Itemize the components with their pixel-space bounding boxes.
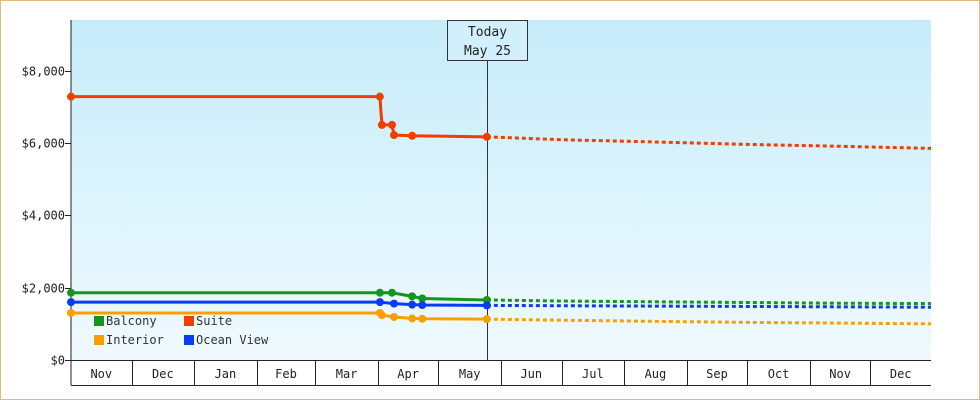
- data-point-interior[interactable]: [377, 311, 386, 320]
- x-tick-label: Dec: [152, 367, 174, 381]
- x-tick-label: Feb: [275, 367, 297, 381]
- data-point-suite[interactable]: [375, 92, 384, 101]
- plot-background: [71, 20, 931, 360]
- y-tick-label: $2,000: [22, 282, 65, 296]
- data-point-ocean-view[interactable]: [482, 301, 491, 310]
- data-point-balcony[interactable]: [418, 294, 427, 303]
- data-point-balcony[interactable]: [375, 288, 384, 297]
- legend-swatch-interior: [94, 335, 104, 345]
- series-forecast-interior: [486, 317, 932, 326]
- legend-label-interior: Interior: [106, 333, 164, 347]
- data-point-interior[interactable]: [482, 315, 491, 324]
- data-point-suite[interactable]: [408, 131, 417, 140]
- data-point-interior[interactable]: [408, 314, 417, 323]
- series-forecast-ocean-view: [486, 303, 932, 309]
- data-point-ocean-view[interactable]: [390, 299, 399, 308]
- data-point-balcony[interactable]: [387, 288, 396, 297]
- data-point-balcony[interactable]: [408, 292, 417, 301]
- x-tick-label: Mar: [336, 367, 358, 381]
- data-point-ocean-view[interactable]: [408, 300, 417, 309]
- legend-label-balcony: Balcony: [106, 314, 157, 328]
- legend-label-ocean-view: Ocean View: [196, 333, 269, 347]
- today-box: [447, 20, 528, 61]
- x-tick-label: Nov: [90, 367, 112, 381]
- data-point-suite[interactable]: [387, 120, 396, 129]
- data-point-balcony[interactable]: [67, 288, 75, 297]
- x-tick-label: Apr: [397, 367, 419, 381]
- legend-swatch-balcony: [94, 316, 104, 326]
- y-tick-label: $0: [51, 354, 65, 368]
- series-forecast-balcony: [486, 298, 932, 306]
- data-point-interior[interactable]: [418, 314, 427, 323]
- series-line-balcony: [71, 291, 487, 302]
- data-point-suite[interactable]: [67, 92, 75, 101]
- data-point-suite[interactable]: [390, 131, 399, 140]
- y-tick-label: $6,000: [22, 137, 65, 151]
- x-tick-label: Jul: [582, 367, 604, 381]
- series-forecast-suite: [486, 135, 932, 150]
- x-tick-label: Jun: [520, 367, 542, 381]
- legend-swatch-ocean-view: [184, 335, 194, 345]
- data-point-ocean-view[interactable]: [375, 298, 384, 307]
- data-point-suite[interactable]: [377, 120, 386, 129]
- today-date: May 25: [464, 44, 511, 59]
- x-tick-label: Aug: [645, 367, 667, 381]
- y-tick-label: $4,000: [22, 209, 65, 223]
- x-tick-label: May: [459, 367, 481, 381]
- legend-label-suite: Suite: [196, 314, 232, 328]
- x-tick-label: Oct: [768, 367, 790, 381]
- x-tick-label: Dec: [890, 367, 912, 381]
- data-point-ocean-view[interactable]: [67, 298, 75, 307]
- today-label: Today: [468, 25, 507, 40]
- series-line-ocean-view: [71, 300, 487, 307]
- x-tick-label: Nov: [829, 367, 851, 381]
- data-point-ocean-view[interactable]: [418, 301, 427, 310]
- data-point-suite[interactable]: [482, 132, 491, 141]
- legend-swatch-suite: [184, 316, 194, 326]
- y-tick-label: $8,000: [22, 65, 65, 79]
- data-point-interior[interactable]: [390, 312, 399, 321]
- data-point-interior[interactable]: [67, 308, 75, 317]
- x-tick-label: Sep: [706, 367, 728, 381]
- x-tick-label: Jan: [215, 367, 237, 381]
